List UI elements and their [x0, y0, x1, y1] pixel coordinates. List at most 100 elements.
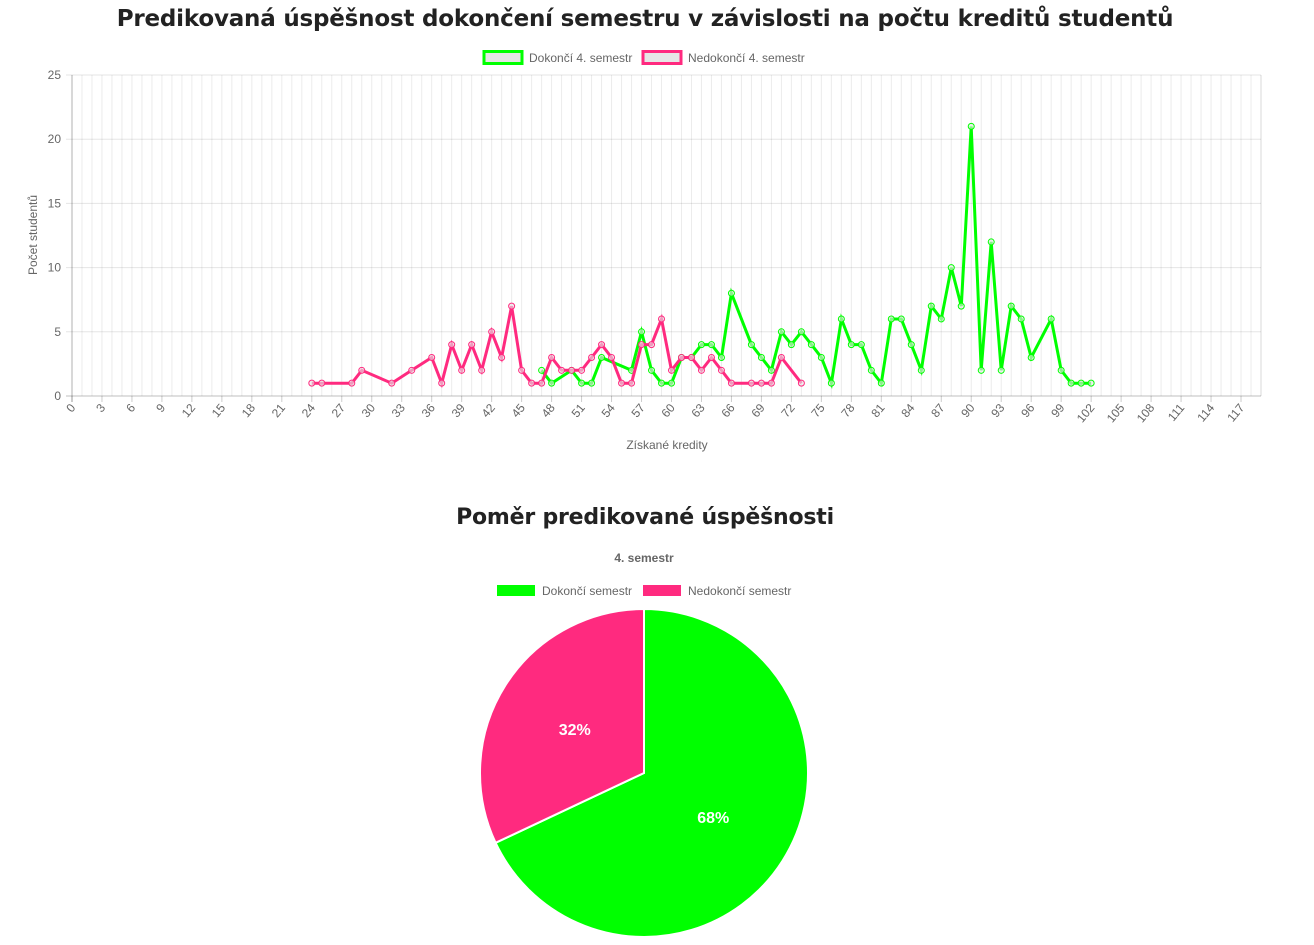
data-point[interactable]	[967, 122, 975, 130]
data-point[interactable]	[717, 353, 725, 361]
data-point[interactable]	[997, 366, 1005, 374]
data-point[interactable]	[717, 366, 725, 374]
data-point[interactable]	[578, 379, 586, 387]
data-point[interactable]	[867, 366, 875, 374]
data-point[interactable]	[318, 379, 326, 387]
data-point[interactable]	[907, 341, 915, 349]
data-point[interactable]	[857, 341, 865, 349]
data-point[interactable]	[697, 341, 705, 349]
data-point[interactable]	[987, 238, 995, 246]
data-point[interactable]	[767, 379, 775, 387]
data-point[interactable]	[757, 379, 765, 387]
data-point[interactable]	[408, 366, 416, 374]
data-point[interactable]	[498, 353, 506, 361]
data-point[interactable]	[1087, 379, 1095, 387]
data-point[interactable]	[648, 366, 656, 374]
data-point[interactable]	[947, 264, 955, 272]
data-point[interactable]	[797, 379, 805, 387]
pie-slice-nedokonci[interactable]	[479, 607, 645, 845]
data-point[interactable]	[707, 353, 715, 361]
data-point[interactable]	[757, 353, 765, 361]
data-point[interactable]	[937, 315, 945, 323]
data-point[interactable]	[478, 366, 486, 374]
data-point[interactable]	[1007, 302, 1015, 310]
data-point[interactable]	[827, 379, 835, 387]
data-point[interactable]	[578, 366, 586, 374]
data-point[interactable]	[618, 379, 626, 387]
data-point[interactable]	[917, 366, 925, 374]
data-point[interactable]	[508, 302, 516, 310]
data-point[interactable]	[358, 366, 366, 374]
data-point[interactable]	[568, 366, 576, 374]
x-tick-label: 81	[868, 401, 888, 420]
data-point[interactable]	[837, 315, 845, 323]
data-point[interactable]	[348, 379, 356, 387]
pie-legend-item-dokonci[interactable]: Dokončí semestr	[497, 584, 632, 598]
x-tick-label: 93	[988, 401, 1008, 420]
data-point[interactable]	[598, 341, 606, 349]
data-point[interactable]	[648, 341, 656, 349]
data-point[interactable]	[528, 379, 536, 387]
data-point[interactable]	[438, 379, 446, 387]
data-point[interactable]	[767, 366, 775, 374]
data-point[interactable]	[548, 353, 556, 361]
data-point[interactable]	[638, 341, 646, 349]
data-point[interactable]	[548, 379, 556, 387]
data-point[interactable]	[747, 341, 755, 349]
data-point[interactable]	[558, 366, 566, 374]
data-point[interactable]	[428, 353, 436, 361]
data-point[interactable]	[638, 328, 646, 336]
data-point[interactable]	[468, 341, 476, 349]
data-point[interactable]	[887, 315, 895, 323]
data-point[interactable]	[1067, 379, 1075, 387]
data-point[interactable]	[927, 302, 935, 310]
data-point[interactable]	[667, 366, 675, 374]
data-point[interactable]	[658, 379, 666, 387]
data-point[interactable]	[687, 353, 695, 361]
data-point[interactable]	[667, 379, 675, 387]
data-point[interactable]	[308, 379, 316, 387]
data-point[interactable]	[877, 379, 885, 387]
data-point[interactable]	[817, 353, 825, 361]
data-point[interactable]	[388, 379, 396, 387]
data-point[interactable]	[1027, 353, 1035, 361]
data-point[interactable]	[1057, 366, 1065, 374]
data-point[interactable]	[677, 353, 685, 361]
pie-legend-item-nedokonci[interactable]: Nedokončí semestr	[643, 584, 791, 598]
legend-label: Nedokončí semestr	[688, 584, 791, 598]
data-point[interactable]	[458, 366, 466, 374]
data-point[interactable]	[1077, 379, 1085, 387]
legend-item-dokonci[interactable]: Dokončí 4. semestr	[482, 50, 632, 65]
data-point[interactable]	[628, 379, 636, 387]
data-point[interactable]	[797, 328, 805, 336]
data-point[interactable]	[588, 353, 596, 361]
data-point[interactable]	[727, 379, 735, 387]
data-point[interactable]	[598, 353, 606, 361]
data-point[interactable]	[1047, 315, 1055, 323]
data-point[interactable]	[538, 366, 546, 374]
data-point[interactable]	[697, 366, 705, 374]
data-point[interactable]	[847, 341, 855, 349]
pie-slice-dokonci[interactable]	[494, 607, 809, 938]
data-point[interactable]	[777, 353, 785, 361]
data-point[interactable]	[727, 289, 735, 297]
data-point[interactable]	[807, 341, 815, 349]
data-point[interactable]	[588, 379, 596, 387]
data-point[interactable]	[787, 341, 795, 349]
data-point[interactable]	[538, 379, 546, 387]
data-point[interactable]	[957, 302, 965, 310]
pie-chart-legend[interactable]: Dokončí semestr Nedokončí semestr	[497, 584, 791, 598]
data-point[interactable]	[977, 366, 985, 374]
data-point[interactable]	[488, 328, 496, 336]
line-chart-legend[interactable]: Dokončí 4. semestr Nedokončí 4. semestr	[482, 50, 805, 65]
data-point[interactable]	[518, 366, 526, 374]
data-point[interactable]	[448, 341, 456, 349]
data-point[interactable]	[1017, 315, 1025, 323]
legend-item-nedokonci[interactable]: Nedokončí 4. semestr	[641, 50, 805, 65]
data-point[interactable]	[707, 341, 715, 349]
data-point[interactable]	[658, 315, 666, 323]
data-point[interactable]	[777, 328, 785, 336]
data-point[interactable]	[608, 353, 616, 361]
data-point[interactable]	[747, 379, 755, 387]
data-point[interactable]	[897, 315, 905, 323]
